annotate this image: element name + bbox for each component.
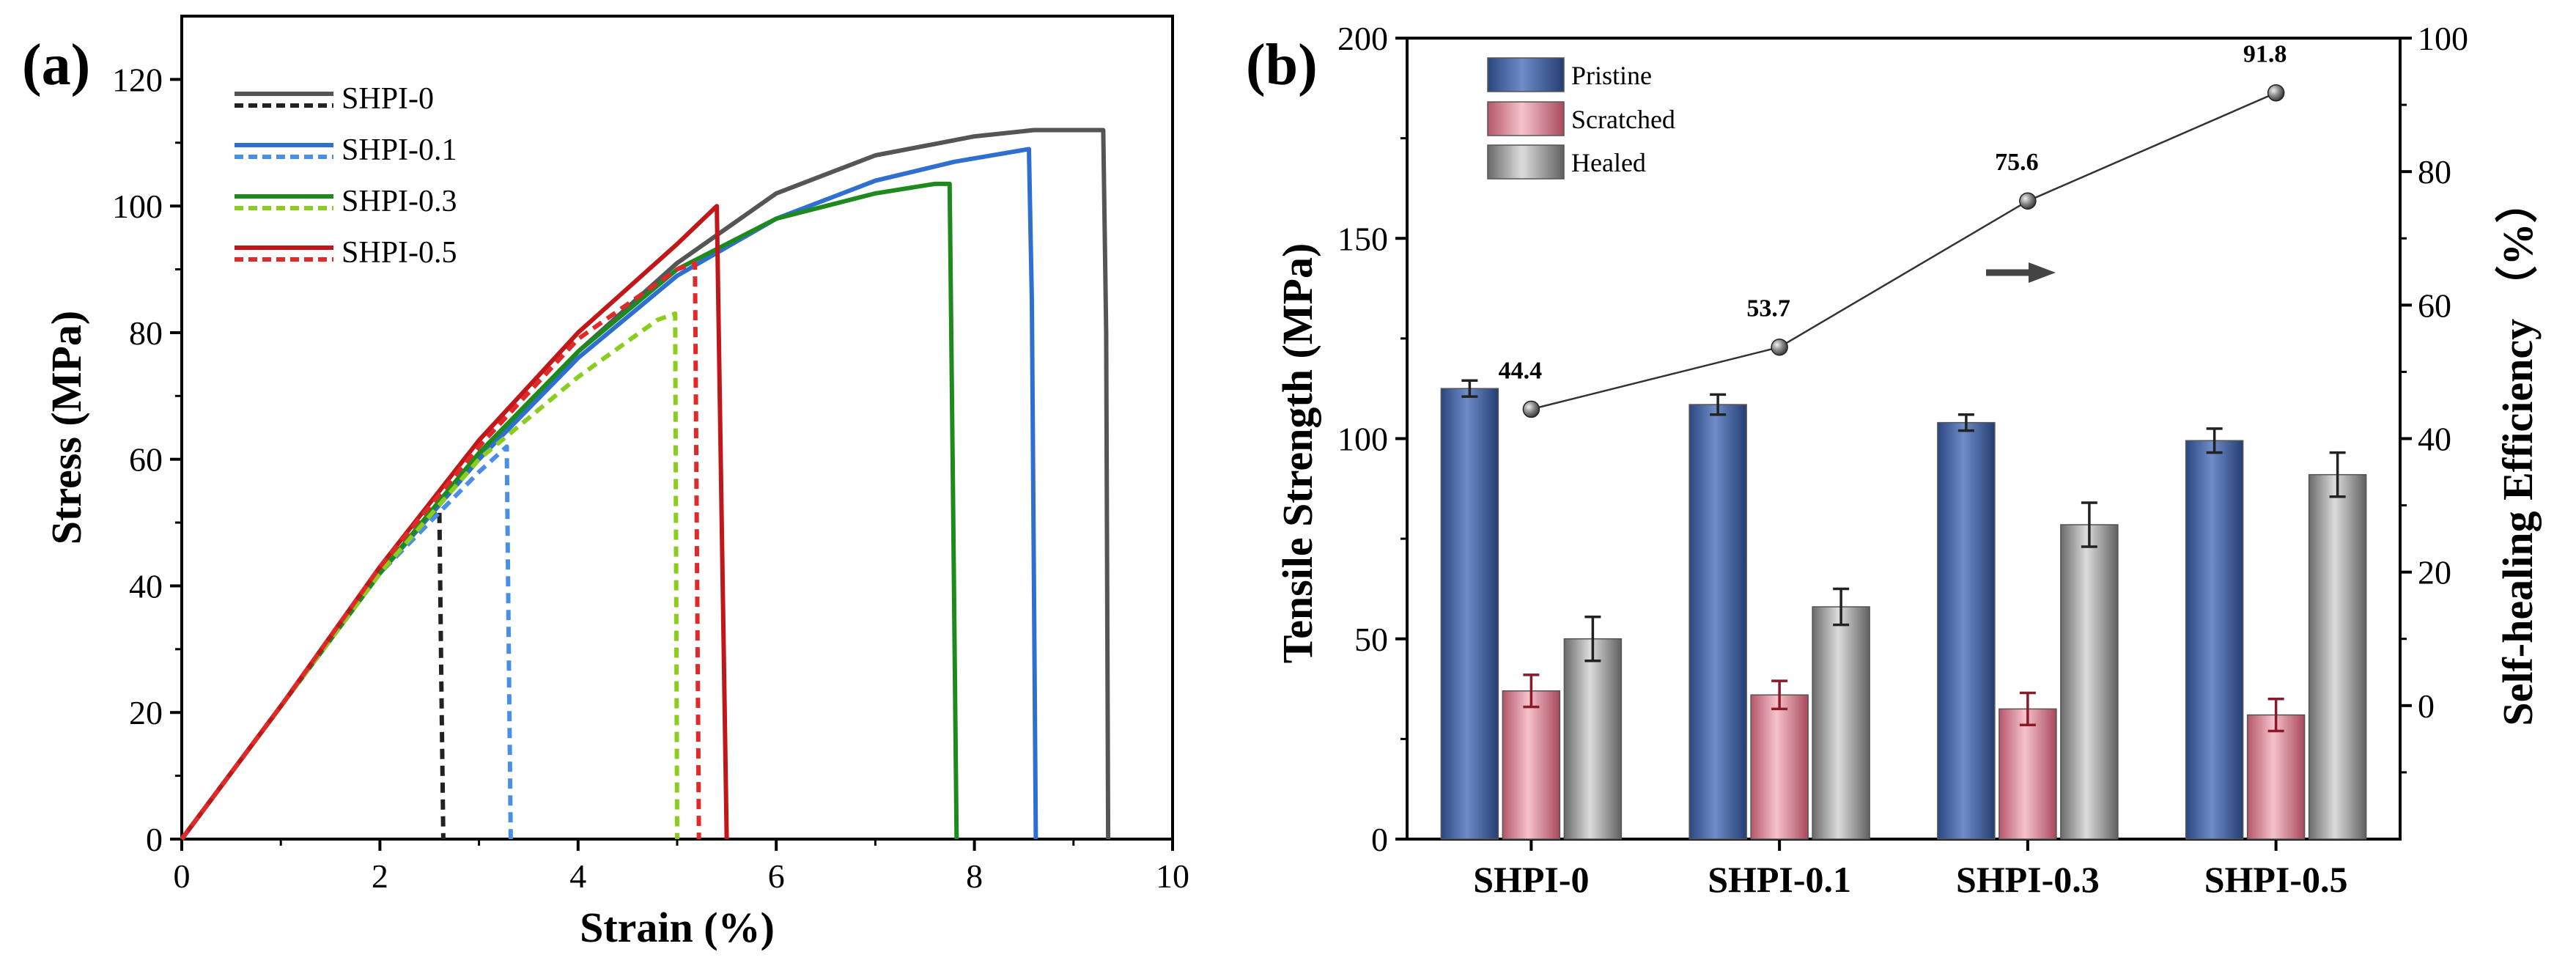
y-tick-label: 200	[1337, 20, 1388, 57]
efficiency-value-label: 75.6	[1995, 149, 2039, 176]
legend-label: Pristine	[1571, 61, 1652, 90]
efficiency-value-label: 91.8	[2243, 41, 2287, 68]
y-tick-label: 20	[129, 694, 163, 731]
efficiency-value-label: 53.7	[1746, 295, 1790, 322]
y2-tick-label: 60	[2418, 287, 2451, 324]
curve-SHPI-0.3-dashed	[180, 311, 679, 841]
legend-swatch-scratched	[1487, 101, 1565, 136]
y-tick-label: 0	[146, 821, 163, 858]
efficiency-point	[1771, 338, 1788, 356]
bar-healed-SHPI-0.5	[2308, 473, 2367, 840]
bar-scratched-SHPI-0.5	[2246, 714, 2306, 840]
efficiency-line	[1531, 92, 2277, 410]
y-tick-label: 100	[1337, 421, 1388, 458]
x-tick-label: 2	[372, 857, 388, 895]
y2-tick-label: 100	[2418, 20, 2468, 57]
x-tick-label: 8	[966, 857, 983, 895]
x-tick-label: 10	[1156, 857, 1189, 895]
y2-tick-label: 0	[2418, 687, 2435, 725]
y2-axis-title: Self-healing Efficiency （%）	[2494, 180, 2542, 726]
bar-pristine-SHPI-0.3	[1937, 421, 1996, 840]
tensile-strength-chart: 0 50 100 150 200 0 20 40 60 80 100 Tensile Strength…	[1274, 20, 2542, 900]
y-tick-label: 50	[1354, 621, 1388, 658]
y-tick-label: 60	[129, 441, 163, 479]
y-tick-label: 120	[112, 61, 163, 98]
bar-healed-SHPI-0.1	[1812, 606, 1870, 840]
y-tick-label: 40	[129, 567, 163, 605]
category-label: SHPI-0.3	[1956, 859, 2100, 900]
x-tick-label: 4	[569, 857, 586, 895]
legend-swatch-healed	[1487, 144, 1565, 180]
legend-swatch-pristine	[1487, 57, 1565, 92]
bar-scratched-SHPI-0.3	[1999, 708, 2057, 840]
legend-label: SHPI-0.5	[342, 236, 457, 270]
x-axis-title: Strain (%)	[580, 904, 775, 951]
legend-label: Healed	[1571, 148, 1646, 177]
category-label: SHPI-0	[1473, 859, 1589, 900]
y2-tick-label: 40	[2418, 421, 2451, 458]
bar-healed-SHPI-0.3	[2060, 524, 2119, 840]
efficiency-point	[1522, 400, 1540, 418]
bar-pristine-SHPI-0.5	[2185, 440, 2244, 840]
panel-a-label: (a)	[22, 33, 90, 97]
panel-b-label: (b)	[1246, 33, 1318, 97]
y2-tick-label: 80	[2418, 153, 2451, 191]
curve-SHPI-0.3-solid	[180, 181, 959, 841]
y-tick-label: 100	[112, 188, 163, 225]
y-axis-title: Tensile Strength (MPa)	[1274, 243, 1321, 664]
category-label: SHPI-0.1	[1708, 859, 1851, 900]
efficiency-point	[2019, 192, 2037, 210]
bar-healed-SHPI-0	[1563, 638, 1623, 840]
y-axis-title: Stress (MPa)	[43, 311, 90, 544]
efficiency-value-label: 44.4	[1499, 357, 1543, 384]
y-tick-label: 0	[1371, 821, 1388, 858]
x-tick-label: 0	[174, 857, 191, 895]
curve-SHPI-0-solid	[180, 128, 1111, 841]
bar-pristine-SHPI-0	[1440, 388, 1499, 840]
legend-label: SHPI-0.1	[342, 133, 457, 167]
legend-label: SHPI-0	[342, 82, 434, 116]
arrow-right-icon	[2029, 262, 2056, 283]
curve-SHPI-0.5-dashed	[180, 260, 701, 841]
curve-SHPI-0.1-dashed	[180, 444, 513, 841]
curve-SHPI-0.1-solid	[180, 147, 1038, 841]
category-label: SHPI-0.5	[2204, 859, 2348, 900]
efficiency-point	[2267, 84, 2285, 102]
legend-label: SHPI-0.3	[342, 185, 457, 218]
y2-tick-label: 20	[2418, 554, 2451, 591]
x-tick-label: 6	[768, 857, 785, 895]
legend-label: Scratched	[1571, 105, 1675, 134]
bar-scratched-SHPI-0	[1502, 690, 1561, 840]
bar-scratched-SHPI-0.1	[1750, 694, 1809, 840]
y-tick-label: 80	[129, 314, 163, 352]
y-tick-label: 150	[1337, 220, 1388, 257]
bar-pristine-SHPI-0.1	[1689, 404, 1747, 840]
